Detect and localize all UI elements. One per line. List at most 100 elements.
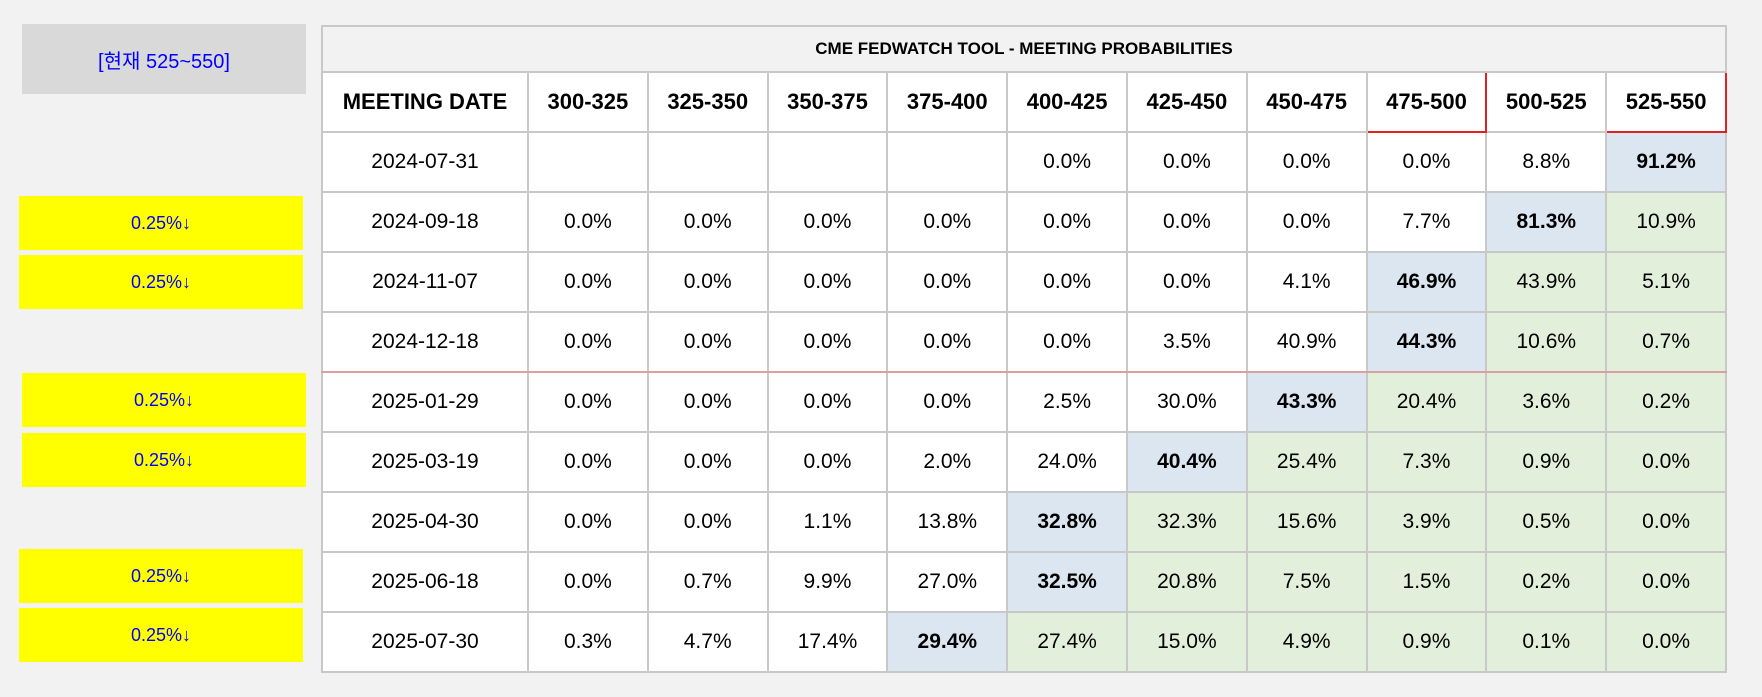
column-header-range: 300-325 (527, 71, 649, 133)
probability-cell: 0.3% (527, 611, 649, 673)
rate-cut-badge: 0.25%↓ (19, 196, 303, 250)
meeting-date-cell: 2025-01-29 (321, 371, 529, 433)
probability-cell: 0.0% (646, 431, 769, 493)
probability-cell: 0.0% (646, 371, 769, 433)
probability-cell: 7.3% (1365, 431, 1488, 493)
probability-cell: 25.4% (1245, 431, 1368, 493)
probability-cell: 0.0% (1125, 251, 1248, 313)
probability-cell: 0.0% (646, 311, 769, 373)
probability-cell: 27.0% (886, 551, 1009, 613)
probability-cell: 0.0% (527, 371, 649, 433)
probability-cell: 0.0% (527, 311, 649, 373)
probability-cell: 0.0% (766, 251, 889, 313)
probability-cell: 0.0% (1365, 131, 1488, 193)
column-header-range: 475-500 (1365, 71, 1488, 133)
probability-cell: 13.8% (886, 491, 1009, 553)
probability-cell: 3.9% (1365, 491, 1488, 553)
probability-cell: 0.2% (1485, 551, 1608, 613)
probability-cell: 7.5% (1245, 551, 1368, 613)
probability-cell: 20.8% (1125, 551, 1248, 613)
probability-cell (886, 131, 1009, 193)
probability-cell: 0.7% (646, 551, 769, 613)
probability-cell: 30.0% (1125, 371, 1248, 433)
table-row: 2025-04-30 0.0% 0.0% 1.1% 13.8% 32.8% 32.3% 15.… (321, 491, 1727, 553)
probability-cell: 0.0% (766, 371, 889, 433)
column-header-meeting-date: MEETING DATE (321, 71, 529, 133)
column-header-range: 425-450 (1125, 71, 1248, 133)
rate-cut-badge: 0.25%↓ (22, 433, 306, 487)
probability-cell: 0.0% (766, 191, 889, 253)
rate-cut-badge: 0.25%↓ (19, 255, 303, 309)
probability-cell: 10.9% (1605, 191, 1727, 253)
rate-cut-badge: 0.25%↓ (22, 373, 306, 427)
probability-cell: 0.0% (1006, 311, 1128, 373)
probability-cell: 0.0% (527, 431, 649, 493)
table-row: 2024-09-18 0.0% 0.0% 0.0% 0.0% 0.0% 0.0% 0.0% 7.… (321, 191, 1727, 253)
probability-cell: 0.0% (1006, 191, 1128, 253)
probability-cell: 0.0% (1125, 131, 1248, 193)
probability-cell: 9.9% (766, 551, 889, 613)
table-row: 2024-12-18 0.0% 0.0% 0.0% 0.0% 0.0% 3.5% 40.9% 4… (321, 311, 1727, 373)
probability-cell (646, 131, 769, 193)
probability-cell: 0.0% (646, 251, 769, 313)
probability-cell: 43.9% (1485, 251, 1608, 313)
probability-cell: 2.5% (1006, 371, 1128, 433)
meeting-date-cell: 2025-04-30 (321, 491, 529, 553)
probability-cell (766, 131, 889, 193)
probability-cell (527, 131, 649, 193)
probability-cell: 0.0% (527, 491, 649, 553)
probability-cell: 15.0% (1125, 611, 1248, 673)
meeting-date-cell: 2024-12-18 (321, 311, 529, 373)
probability-cell: 0.0% (527, 251, 649, 313)
table-row: 2025-07-30 0.3% 4.7% 17.4% 29.4% 27.4% 15.0% 4.… (321, 611, 1727, 673)
meeting-date-cell: 2025-07-30 (321, 611, 529, 673)
rate-cut-badge: 0.25%↓ (19, 608, 303, 662)
column-header-range: 450-475 (1245, 71, 1368, 133)
probability-cell: 0.7% (1605, 311, 1727, 373)
probability-cell: 32.8% (1006, 491, 1128, 553)
probability-cell: 0.0% (886, 371, 1009, 433)
probability-cell: 7.7% (1365, 191, 1488, 253)
probability-cell: 0.1% (1485, 611, 1608, 673)
current-rate-label: [현재 525~550] (22, 24, 306, 94)
probability-cell: 32.3% (1125, 491, 1248, 553)
probability-cell: 10.6% (1485, 311, 1608, 373)
meeting-date-cell: 2024-09-18 (321, 191, 529, 253)
probability-table: CME FEDWATCH TOOL - MEETING PROBABILITIE… (321, 25, 1727, 673)
probability-cell: 15.6% (1245, 491, 1368, 553)
probability-cell: 0.0% (766, 311, 889, 373)
probability-cell: 5.1% (1605, 251, 1727, 313)
table-row: 2024-11-07 0.0% 0.0% 0.0% 0.0% 0.0% 0.0% 4.1% 46… (321, 251, 1727, 313)
table-row: 2025-06-18 0.0% 0.7% 9.9% 27.0% 32.5% 20.8% 7.5… (321, 551, 1727, 613)
probability-cell: 3.5% (1125, 311, 1248, 373)
column-header-range: 325-350 (646, 71, 769, 133)
column-header-range: 500-525 (1485, 71, 1608, 133)
column-header-range: 375-400 (886, 71, 1009, 133)
probability-cell: 0.0% (1006, 251, 1128, 313)
probability-cell: 0.0% (1605, 491, 1727, 553)
probability-cell: 4.1% (1245, 251, 1368, 313)
probability-cell: 46.9% (1365, 251, 1488, 313)
probability-cell: 1.1% (766, 491, 889, 553)
probability-cell: 0.0% (527, 551, 649, 613)
probability-cell: 1.5% (1365, 551, 1488, 613)
meeting-date-cell: 2025-06-18 (321, 551, 529, 613)
probability-cell: 0.0% (1006, 131, 1128, 193)
probability-cell: 81.3% (1485, 191, 1608, 253)
probability-cell: 0.5% (1485, 491, 1608, 553)
probability-cell: 20.4% (1365, 371, 1488, 433)
probability-cell: 40.4% (1125, 431, 1248, 493)
probability-cell: 4.9% (1245, 611, 1368, 673)
probability-cell: 91.2% (1605, 131, 1727, 193)
rate-cut-badge: 0.25%↓ (19, 549, 303, 603)
table-row: 2025-03-19 0.0% 0.0% 0.0% 2.0% 24.0% 40.4% 25.4… (321, 431, 1727, 493)
probability-cell: 27.4% (1006, 611, 1128, 673)
probability-cell: 0.0% (886, 251, 1009, 313)
probability-cell: 0.9% (1485, 431, 1608, 493)
probability-cell: 0.0% (1245, 191, 1368, 253)
column-header-range: 525-550 (1605, 71, 1727, 133)
probability-cell: 0.0% (646, 191, 769, 253)
meeting-date-cell: 2024-07-31 (321, 131, 529, 193)
probability-cell: 0.0% (527, 191, 649, 253)
probability-cell: 4.7% (646, 611, 769, 673)
